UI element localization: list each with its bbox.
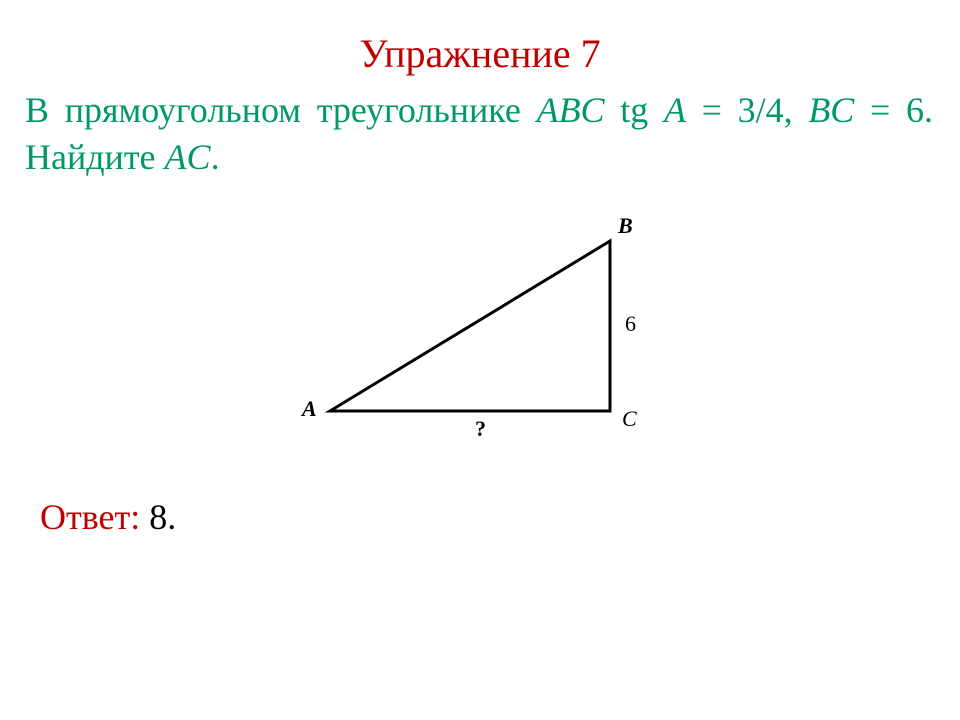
problem-text-3: = 3/4, — [686, 90, 808, 130]
svg-text:C: C — [622, 406, 637, 431]
problem-a: A — [664, 90, 686, 130]
answer-value: 8. — [140, 497, 176, 537]
problem-text-5: . — [211, 137, 220, 177]
svg-text:B: B — [617, 213, 633, 238]
svg-text:A: A — [300, 396, 317, 421]
triangle-svg: A B C 6? — [280, 211, 680, 451]
problem-ac: AC — [165, 137, 211, 177]
svg-text:?: ? — [475, 416, 486, 441]
svg-text:6: 6 — [625, 311, 636, 336]
answer-line: Ответ: 8. — [0, 496, 960, 538]
exercise-title: Упражнение 7 — [0, 0, 960, 87]
problem-text-1: В прямоугольном треугольнике — [25, 90, 537, 130]
problem-text-2: tg — [605, 90, 664, 130]
problem-statement: В прямоугольном треугольнике ABC tg A = … — [0, 87, 960, 181]
answer-label: Ответ: — [40, 497, 140, 537]
triangle-diagram: A B C 6? — [0, 211, 960, 456]
problem-bc: BC — [808, 90, 854, 130]
problem-abc: ABC — [537, 90, 605, 130]
